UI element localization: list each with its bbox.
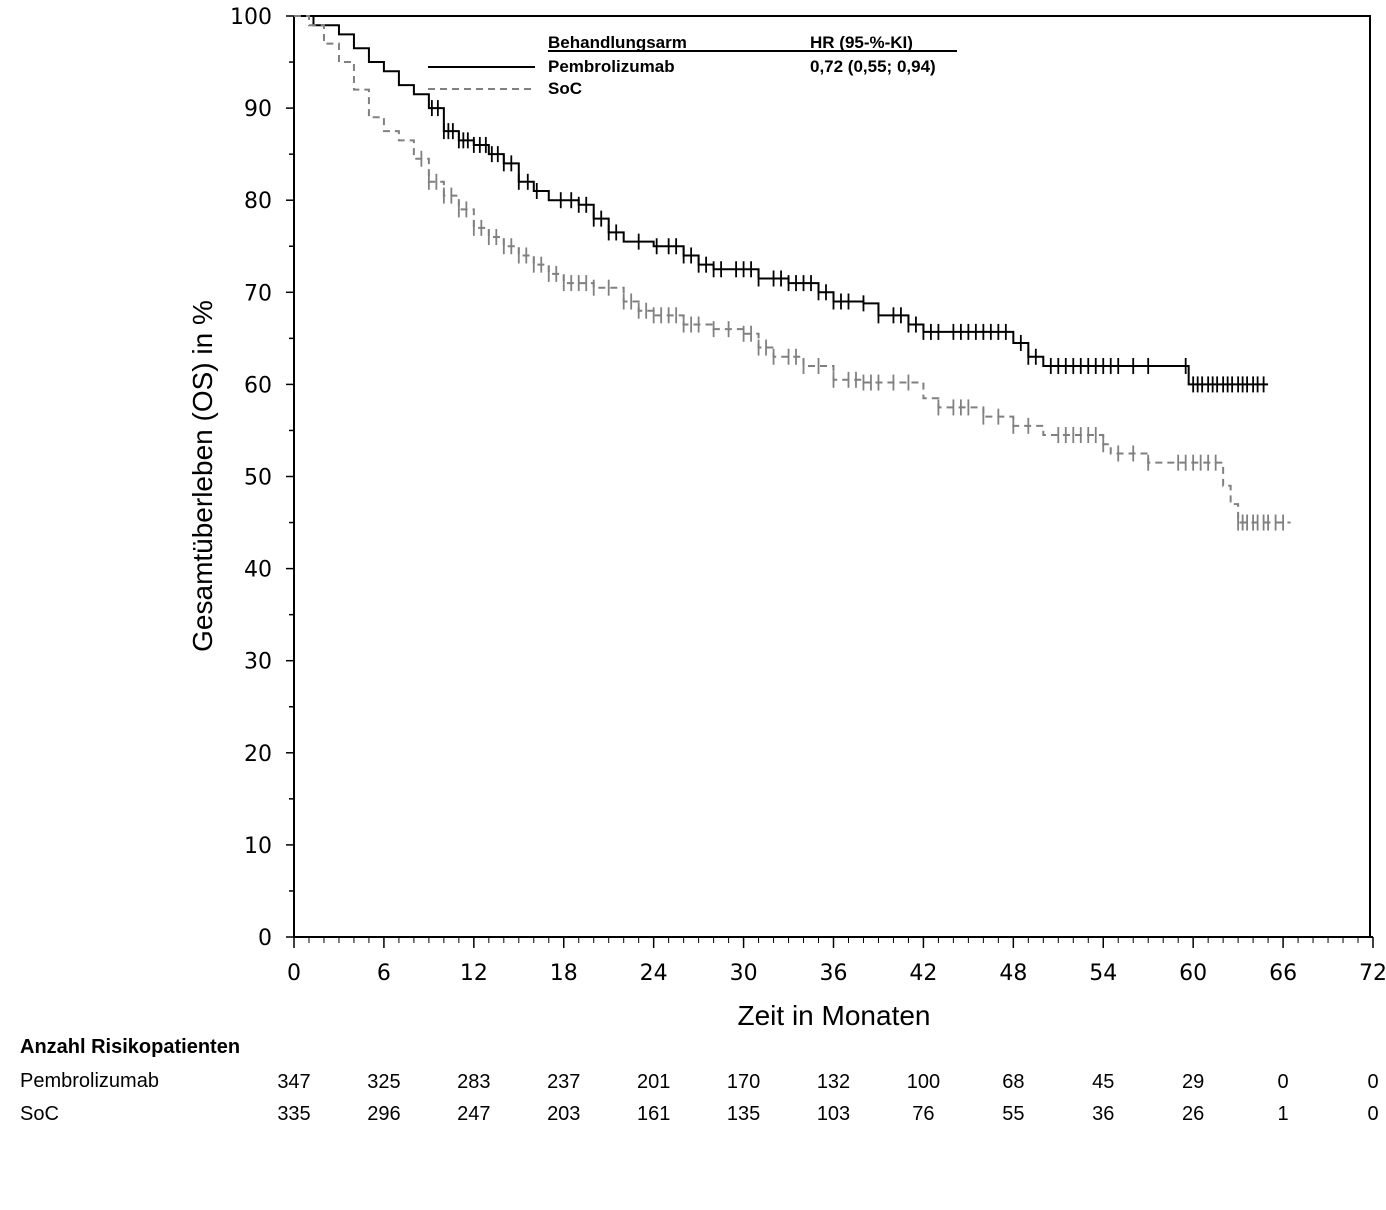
y-tick-label: 20	[244, 742, 272, 767]
x-tick-label: 66	[1269, 961, 1297, 986]
risk-count: 0	[1367, 1103, 1379, 1125]
x-tick-label: 24	[640, 961, 668, 986]
x-tick-label: 6	[377, 961, 391, 986]
plot-frame	[293, 15, 1373, 938]
risk-count: 36	[1092, 1103, 1115, 1125]
x-tick-label: 0	[287, 961, 301, 986]
risk-table-title: Anzahl Risikopatienten	[20, 1036, 241, 1058]
legend-header-arm: Behandlungsarm	[548, 33, 687, 52]
risk-count: 1	[1277, 1103, 1289, 1125]
y-tick-label: 80	[244, 189, 272, 214]
risk-count: 135	[726, 1103, 761, 1125]
risk-count: 170	[726, 1071, 761, 1093]
y-tick-label: 10	[244, 834, 272, 859]
risk-count: 247	[457, 1103, 491, 1125]
risk-count: 68	[1002, 1071, 1025, 1093]
survival-curve-pembrolizumab	[294, 15, 1269, 386]
risk-count: 335	[277, 1103, 311, 1125]
y-tick-label: 40	[244, 558, 272, 583]
survival-curve-soc	[294, 15, 1291, 524]
x-tick-label: 54	[1089, 961, 1117, 986]
y-tick-label: 30	[244, 650, 272, 675]
x-tick-label: 30	[730, 961, 758, 986]
risk-row-label-pembrolizumab: Pembrolizumab	[20, 1070, 159, 1092]
risk-count: 100	[906, 1071, 941, 1093]
risk-count: 0	[1367, 1071, 1379, 1093]
y-tick-label: 0	[258, 926, 272, 951]
risk-count: 203	[547, 1103, 581, 1125]
risk-count: 237	[547, 1071, 581, 1093]
x-tick-label: 12	[460, 961, 488, 986]
x-tick-label: 48	[999, 961, 1027, 986]
y-tick-label: 90	[244, 97, 272, 122]
y-tick-label: 60	[244, 373, 272, 398]
risk-count: 45	[1092, 1071, 1115, 1093]
risk-count: 325	[367, 1071, 401, 1093]
risk-count: 132	[816, 1071, 851, 1093]
risk-count: 283	[457, 1071, 491, 1093]
legend-label-pembrolizumab: Pembrolizumab	[548, 57, 675, 76]
x-tick-label: 36	[820, 961, 848, 986]
risk-count: 296	[367, 1103, 401, 1125]
risk-count: 55	[1002, 1103, 1025, 1125]
risk-count: 347	[277, 1071, 311, 1093]
y-tick-label: 50	[244, 466, 272, 491]
y-tick-label: 70	[244, 281, 272, 306]
risk-row-label-soc: SoC	[20, 1103, 59, 1125]
risk-count: 201	[636, 1071, 671, 1093]
risk-count: 0	[1277, 1071, 1289, 1093]
y-axis-label: Gesamtüberleben (OS) in %	[187, 300, 218, 652]
risk-count: 29	[1182, 1071, 1205, 1093]
x-tick-label: 42	[909, 961, 937, 986]
x-tick-label: 72	[1359, 961, 1386, 986]
x-axis-label: Zeit in Monaten	[738, 1000, 931, 1031]
legend-header-hr: HR (95-%-KI)	[810, 33, 913, 52]
y-tick-label: 100	[230, 5, 272, 30]
risk-count: 26	[1182, 1103, 1205, 1125]
risk-count: 161	[636, 1103, 671, 1125]
legend-hr-value: 0,72 (0,55; 0,94)	[810, 57, 936, 76]
x-tick-label: 18	[550, 961, 578, 986]
risk-count: 103	[816, 1103, 851, 1125]
x-tick-label: 60	[1179, 961, 1207, 986]
legend-label-soc: SoC	[548, 79, 582, 98]
risk-count: 76	[912, 1103, 935, 1125]
